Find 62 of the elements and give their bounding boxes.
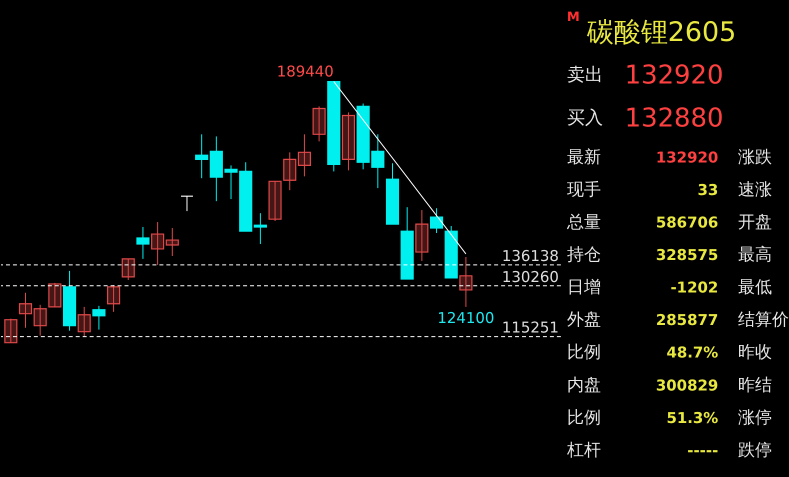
candlestick <box>298 134 311 177</box>
text: 136138 <box>502 246 559 265</box>
text: 132880 <box>624 103 724 134</box>
text: 速涨 <box>738 178 772 199</box>
candlestick <box>283 152 296 191</box>
text: 结算价 <box>738 309 789 330</box>
candlestick <box>136 226 150 260</box>
text: 日增 <box>566 276 601 297</box>
text: 外盘 <box>566 309 601 330</box>
text: M <box>566 10 580 25</box>
text: 189440 <box>276 62 334 81</box>
text: 51.3% <box>666 408 718 427</box>
candlestick <box>34 304 47 336</box>
candlestick <box>459 256 472 308</box>
text: 115251 <box>502 318 559 337</box>
text: 跌停 <box>738 439 772 460</box>
annotation: 124100 <box>437 308 494 327</box>
text: -1202 <box>670 278 718 297</box>
text: 最新 <box>566 146 601 166</box>
text: 300829 <box>656 376 718 394</box>
text: 130260 <box>502 268 559 286</box>
text: 涨停 <box>738 406 772 427</box>
text: 48.7% <box>666 344 718 362</box>
candlestick <box>48 282 62 308</box>
candlestick <box>180 196 194 212</box>
text: 持仓 <box>566 244 601 264</box>
text: 买入 <box>566 107 603 128</box>
text: 卖出 <box>566 64 603 86</box>
text: 开盘 <box>738 211 772 232</box>
text: 昨收 <box>738 342 772 362</box>
text: 比例 <box>566 406 601 427</box>
text: 586706 <box>656 213 718 232</box>
text: 比例 <box>566 342 601 362</box>
candlestick <box>195 134 208 179</box>
text: 最低 <box>738 276 772 297</box>
text: 昨结 <box>738 374 772 394</box>
text: 杠杆 <box>566 439 601 460</box>
candlestick <box>151 222 164 266</box>
text: 33 <box>697 180 718 199</box>
candlestick <box>18 292 32 328</box>
candlestick <box>107 284 120 312</box>
text: 132920 <box>624 60 724 91</box>
text: 总量 <box>566 211 601 232</box>
text: 现手 <box>566 178 601 199</box>
candlestick <box>166 228 179 256</box>
text: 内盘 <box>566 374 601 394</box>
candlestick <box>415 210 428 262</box>
text: 碳酸锂2605 <box>586 16 736 48</box>
candlestick <box>92 305 106 330</box>
candlestick <box>122 258 135 281</box>
candlestick <box>4 318 18 344</box>
text: 最高 <box>738 244 772 264</box>
text: ----- <box>687 441 718 460</box>
candlestick <box>430 208 444 234</box>
candlestick <box>268 180 282 222</box>
text: 285877 <box>656 311 718 330</box>
candlestick <box>342 112 356 171</box>
candlestick <box>78 306 91 338</box>
candlestick <box>312 106 326 142</box>
text: 132920 <box>656 148 718 166</box>
text: 涨跌 <box>738 146 772 166</box>
text: 328575 <box>656 246 718 264</box>
